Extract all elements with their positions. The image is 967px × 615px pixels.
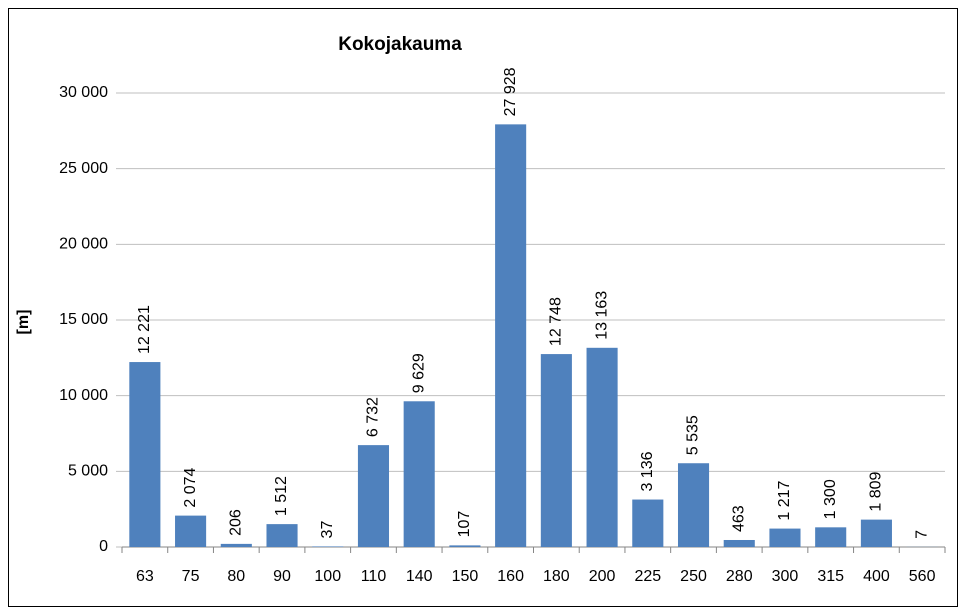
- y-axis-label: [m]: [15, 310, 32, 335]
- x-tick-label: 160: [497, 568, 524, 585]
- bar: [129, 362, 161, 547]
- x-tick-label: 315: [817, 568, 844, 585]
- x-tick-label: 180: [543, 568, 570, 585]
- x-tick-label: 225: [634, 568, 661, 585]
- value-label: 5 535: [685, 415, 702, 455]
- value-label: 1 300: [822, 479, 839, 519]
- bar: [632, 499, 664, 547]
- value-label: 13 163: [593, 291, 610, 340]
- chart-title: Kokojakauma: [338, 34, 462, 55]
- x-tick-label: 560: [909, 568, 936, 585]
- value-label: 3 136: [639, 451, 656, 491]
- value-label: 1 217: [776, 480, 793, 520]
- x-tick-label: 150: [452, 568, 479, 585]
- x-tick-label: 200: [589, 568, 616, 585]
- value-label: 27 928: [502, 67, 519, 116]
- value-label: 12 748: [548, 297, 565, 346]
- bar: [266, 524, 298, 547]
- value-label: 37: [319, 521, 336, 539]
- bar: [723, 539, 755, 547]
- chart-border: [8, 8, 958, 607]
- y-tick-label: 15 000: [59, 311, 108, 328]
- value-label: 463: [730, 505, 747, 532]
- value-label: 9 629: [410, 353, 427, 393]
- x-tick-label: 280: [726, 568, 753, 585]
- bar: [403, 401, 435, 547]
- value-label: 2 074: [182, 467, 199, 507]
- value-label: 107: [456, 511, 473, 538]
- bar: [540, 354, 572, 547]
- value-label: 7: [913, 530, 930, 539]
- x-tick-label: 100: [314, 568, 341, 585]
- value-label: 206: [228, 509, 245, 536]
- x-tick-label: 80: [227, 568, 245, 585]
- value-label: 1 809: [868, 471, 885, 511]
- y-tick-label: 10 000: [59, 387, 108, 404]
- x-tick-label: 300: [772, 568, 799, 585]
- bar: [357, 445, 390, 547]
- x-tick-label: 400: [863, 568, 890, 585]
- bar: [586, 347, 618, 547]
- value-label: 12 221: [136, 305, 153, 354]
- x-tick-label: 75: [182, 568, 200, 585]
- bar: [677, 463, 710, 547]
- y-tick-label: 5 000: [68, 463, 108, 480]
- x-tick-label: 140: [406, 568, 433, 585]
- x-tick-label: 110: [361, 568, 387, 585]
- x-tick-label: 250: [680, 568, 707, 585]
- bar: [769, 528, 801, 547]
- bar: [220, 543, 252, 547]
- bar: [312, 546, 344, 547]
- y-tick-label: 0: [99, 538, 108, 555]
- x-tick-label: 63: [136, 568, 154, 585]
- bar: [175, 515, 207, 547]
- bar: [860, 519, 892, 547]
- bar: [815, 527, 847, 547]
- x-tick-label: 90: [273, 568, 291, 585]
- y-tick-label: 20 000: [59, 236, 108, 253]
- value-label: 1 512: [273, 476, 290, 516]
- y-tick-label: 30 000: [59, 84, 108, 101]
- bar: [495, 124, 527, 548]
- value-label: 6 732: [365, 397, 382, 437]
- y-tick-label: 25 000: [59, 160, 108, 177]
- bar: [449, 545, 481, 547]
